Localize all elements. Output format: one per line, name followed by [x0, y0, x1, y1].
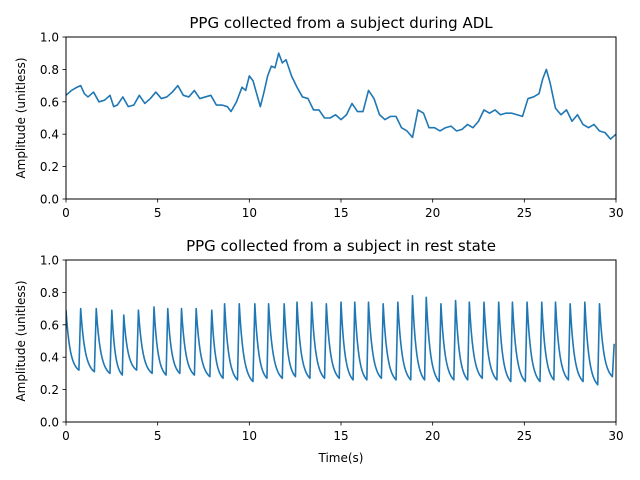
top-chart-y-axis-label: Amplitude (unitless): [14, 57, 28, 178]
top-chart-y-tick-label: 1.0: [40, 31, 59, 45]
bottom-chart-x-tick-label: 25: [517, 429, 532, 443]
top-chart-x-tick-label: 10: [242, 206, 257, 220]
bottom-chart-x-tick-label: 15: [333, 429, 348, 443]
top-chart-x-tick-label: 5: [154, 206, 162, 220]
bottom-chart-x-tick-label: 0: [62, 429, 70, 443]
top-chart-y-tick-label: 0.6: [40, 95, 59, 109]
top-chart-x-tick-label: 20: [425, 206, 440, 220]
bottom-chart-x-tick-label: 10: [242, 429, 257, 443]
top-chart-y-tick-label: 0.2: [40, 160, 59, 174]
top-chart-x-tick-label: 25: [517, 206, 532, 220]
bottom-chart-title: PPG collected from a subject in rest sta…: [186, 237, 496, 255]
bottom-chart-y-tick-label: 0.6: [40, 318, 59, 332]
bottom-chart-frame: [65, 259, 617, 423]
bottom-chart-x-tick-label: 30: [608, 429, 623, 443]
top-chart-x-tick-label: 0: [62, 206, 70, 220]
top-chart-series-line: [66, 52, 616, 140]
bottom-chart-y-tick-label: 0.0: [40, 416, 59, 430]
top-chart-x-tick-label: 15: [333, 206, 348, 220]
top-chart-ticks: 0 5 10 15 20 25 30 0.0 0.2 0.4 0.6 0.8 1.0: [40, 31, 624, 221]
bottom-chart-x-axis-label: Time(s): [318, 451, 364, 465]
top-chart-y-tick-label: 0.4: [40, 128, 59, 142]
top-chart-title: PPG collected from a subject during ADL: [189, 14, 493, 32]
bottom-chart-y-axis-label: Amplitude (unitless): [14, 280, 28, 401]
top-chart-y-tick-label: 0.8: [40, 63, 59, 77]
bottom-chart-x-tick-label: 5: [154, 429, 162, 443]
bottom-chart-y-tick-label: 0.2: [40, 383, 59, 397]
bottom-chart-y-tick-label: 0.4: [40, 351, 59, 365]
top-chart-y-tick-label: 0.0: [40, 193, 59, 207]
bottom-chart-x-tick-label: 20: [425, 429, 440, 443]
bottom-chart-y-tick-label: 1.0: [40, 254, 59, 268]
bottom-chart-ticks: 0 5 10 15 20 25 30 0.0 0.2 0.4 0.6 0.8 1.0: [40, 254, 624, 444]
top-chart-panel: PPG collected from a subject during ADL …: [14, 14, 624, 220]
bottom-chart-series-line: [66, 294, 615, 386]
bottom-chart-y-tick-label: 0.8: [40, 286, 59, 300]
top-chart-plot-area: [66, 52, 616, 140]
top-chart-frame: [65, 36, 617, 200]
bottom-chart-panel: PPG collected from a subject in rest sta…: [14, 237, 624, 465]
bottom-chart-plot-area: [66, 294, 615, 386]
top-chart-x-tick-label: 30: [608, 206, 623, 220]
